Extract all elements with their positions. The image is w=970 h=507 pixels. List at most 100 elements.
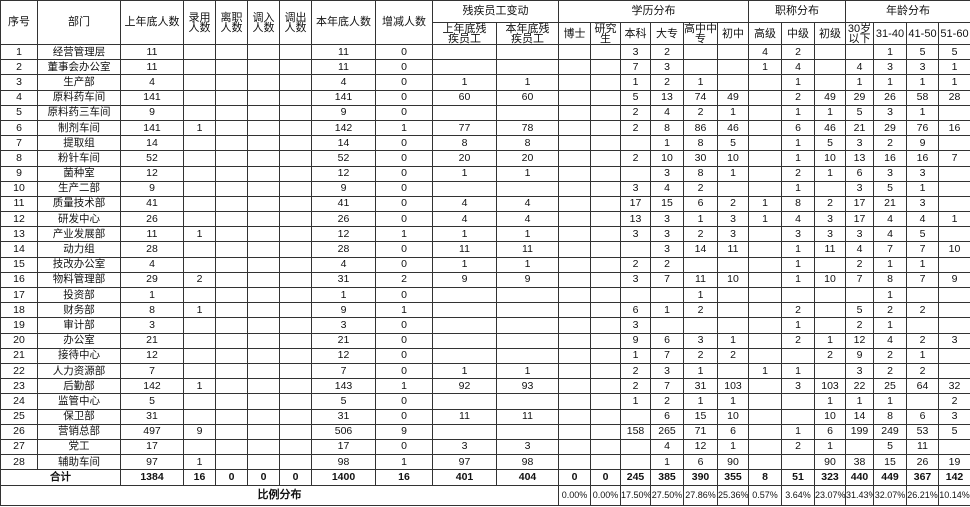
table-cell: 2 (717, 347, 749, 364)
table-cell: 17 (120, 438, 184, 456)
table-cell (183, 180, 216, 197)
table-cell: 2 (650, 74, 684, 91)
header-edu-3: 大专 (650, 22, 684, 45)
table-cell: 1 (781, 271, 815, 289)
table-cell (432, 347, 497, 364)
total-label: 合计 (0, 469, 121, 487)
table-cell: 1 (683, 74, 718, 91)
table-cell: 32 (938, 378, 970, 395)
table-cell (183, 317, 216, 334)
table-cell: 6 (845, 165, 874, 182)
table-row: 1 经营管理层 11 11 0 3 2 4 2 1 5 5 (0, 43, 970, 61)
table-cell (781, 286, 815, 304)
ratio-cell: 3.64% (781, 485, 815, 507)
table-cell: 4 (873, 226, 907, 243)
table-cell: 26 (873, 89, 907, 106)
table-cell (558, 332, 591, 349)
table-cell (748, 454, 782, 471)
table-cell (590, 89, 621, 106)
table-cell: 3 (620, 271, 651, 289)
table-cell (279, 302, 312, 319)
table-cell (496, 104, 559, 121)
header-age-3: 51-60 (938, 22, 970, 45)
table-cell: 28 (938, 89, 970, 106)
table-cell: 3 (906, 59, 939, 76)
table-cell (247, 438, 280, 456)
header-disabled-prev: 上年底残疾员工 (432, 22, 497, 45)
table-cell (558, 135, 591, 152)
table-cell (247, 165, 280, 182)
table-cell: 1 (496, 165, 559, 182)
table-cell (814, 302, 846, 319)
total-cell: 51 (781, 469, 815, 487)
table-cell: 1 (432, 362, 497, 380)
table-cell: 10 (938, 241, 970, 258)
table-cell: 7 (873, 241, 907, 258)
table-cell: 9 (120, 180, 184, 197)
table-cell: 1 (432, 226, 497, 243)
table-cell: 2 (845, 256, 874, 273)
table-cell: 93 (496, 378, 559, 395)
table-cell: 8 (683, 165, 718, 182)
table-cell (558, 317, 591, 334)
table-cell: 26 (311, 211, 376, 228)
table-cell: 30 (683, 150, 718, 167)
table-cell: 10 (814, 150, 846, 167)
table-cell: 13 (650, 89, 684, 106)
ratio-cell: 23.07% (814, 485, 846, 507)
header-edu-0: 博士 (558, 22, 591, 45)
row-dept: 菌种室 (37, 165, 121, 182)
table-cell (183, 438, 216, 456)
row-dept: 生产部 (37, 74, 121, 91)
table-cell: 143 (311, 378, 376, 395)
header-dept: 部门 (37, 0, 121, 45)
table-cell (215, 119, 248, 137)
table-cell: 4 (120, 74, 184, 91)
table-cell (590, 211, 621, 228)
table-cell: 3 (845, 362, 874, 380)
table-cell (247, 150, 280, 167)
table-cell: 3 (620, 180, 651, 197)
table-cell (814, 180, 846, 197)
table-cell: 1 (873, 43, 907, 61)
table-cell (496, 423, 559, 440)
table-cell: 1 (683, 362, 718, 380)
table-cell: 6 (683, 195, 718, 213)
table-cell: 9 (183, 423, 216, 440)
table-cell: 4 (873, 211, 907, 228)
table-cell (279, 195, 312, 213)
table-cell (215, 226, 248, 243)
table-cell (247, 286, 280, 304)
table-cell: 1 (183, 119, 216, 137)
table-cell (279, 271, 312, 289)
table-cell: 2 (620, 378, 651, 395)
table-cell: 0 (375, 241, 433, 258)
table-cell (247, 104, 280, 121)
table-cell: 9 (845, 347, 874, 364)
table-row: 11 质量技术部 41 41 0 4 4 17 15 6 2 1 8 2 17 21 3 (0, 195, 970, 213)
table-row: 6 制剂车间 141 1 142 1 77 78 2 8 86 46 6 46 21 29 76 16 (0, 119, 970, 137)
table-cell: 3 (120, 317, 184, 334)
table-cell (590, 135, 621, 152)
table-cell (215, 286, 248, 304)
table-cell: 5 (620, 89, 651, 106)
row-seq: 27 (0, 438, 38, 456)
table-cell: 1 (650, 135, 684, 152)
table-cell: 2 (683, 226, 718, 243)
table-cell (938, 195, 970, 213)
table-cell: 10 (814, 408, 846, 425)
table-cell: 11 (120, 226, 184, 243)
table-cell: 17 (311, 438, 376, 456)
table-cell (215, 362, 248, 380)
table-cell (183, 286, 216, 304)
table-cell (558, 211, 591, 228)
table-cell: 0 (375, 347, 433, 364)
header-edu-5: 初中 (717, 22, 749, 45)
row-seq: 7 (0, 135, 38, 152)
table-cell (496, 286, 559, 304)
table-cell (814, 362, 846, 380)
table-cell: 26 (906, 454, 939, 471)
table-cell (748, 393, 782, 410)
header-hired: 录用人数 (183, 0, 216, 45)
table-cell: 2 (873, 362, 907, 380)
